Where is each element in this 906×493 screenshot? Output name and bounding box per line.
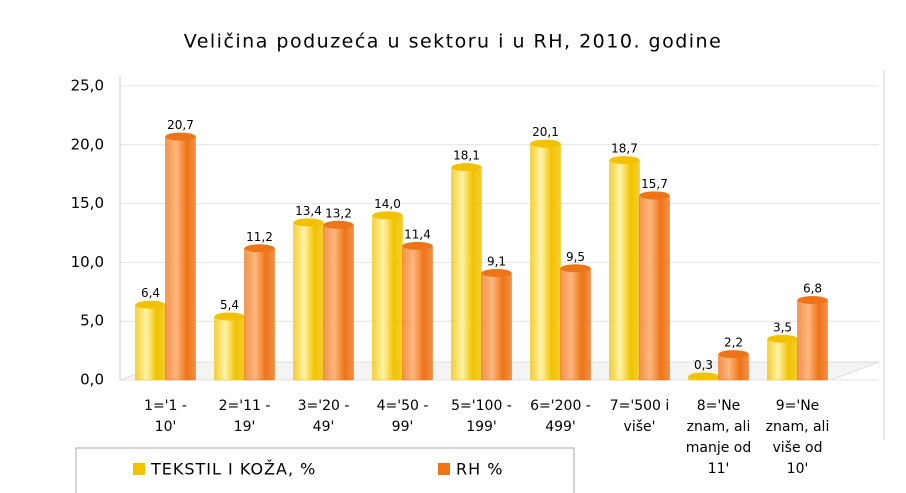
bar [165, 136, 196, 381]
bar [767, 338, 798, 381]
bar [214, 316, 245, 381]
x-tick-label: 2='11 - 19' [218, 398, 271, 435]
legend-box [75, 447, 575, 493]
value-label: 11,2 [246, 230, 273, 244]
bar-cap [688, 372, 719, 381]
bar-cap [323, 220, 354, 229]
value-label: 2,2 [724, 336, 743, 350]
bar-cap [718, 350, 749, 359]
bar [244, 248, 275, 381]
bar-cap [135, 300, 166, 309]
bar-cap [767, 334, 798, 343]
value-label: 20,1 [532, 125, 559, 139]
bar [797, 299, 828, 381]
bar-cap [481, 268, 512, 277]
legend-label: TEKSTIL I KOŽA, % [150, 460, 316, 479]
bar [530, 143, 561, 381]
x-tick-label: 7='500 i više' [609, 398, 670, 435]
bar-cap [639, 191, 670, 200]
bar [372, 215, 403, 381]
bar-cap [214, 312, 245, 321]
value-label: 18,1 [453, 149, 480, 163]
y-tick-label: 0,0 [80, 371, 104, 389]
x-tick-label: 6='200 - 499' [530, 398, 591, 435]
bar [481, 272, 512, 381]
bar [323, 224, 354, 381]
bar-cap [451, 163, 482, 172]
value-label: 6,8 [803, 282, 822, 296]
bar-cap [244, 244, 275, 253]
value-label: 6,4 [141, 286, 160, 300]
bar [402, 245, 433, 381]
bar [560, 268, 591, 381]
value-label: 14,0 [374, 197, 401, 211]
value-label: 15,7 [641, 177, 668, 191]
y-tick-label: 20,0 [71, 135, 104, 153]
value-label: 5,4 [220, 298, 239, 312]
x-tick-label: 1='1 - 10' [144, 398, 187, 435]
bar [718, 353, 749, 381]
bar-cap [402, 241, 433, 250]
x-tick-label: 9='Ne znam, ali više od 10' [765, 398, 830, 477]
y-tick-label: 10,0 [71, 253, 104, 271]
bar-cap [797, 296, 828, 305]
bar [135, 304, 166, 381]
value-label: 11,4 [404, 227, 431, 241]
legend-swatch [133, 463, 145, 475]
legend-label: RH % [456, 460, 503, 479]
y-tick-label: 15,0 [71, 194, 104, 212]
y-tick-label: 5,0 [80, 312, 104, 330]
bar-cap [165, 132, 196, 141]
x-tick-label: 5='100 - 199' [451, 398, 512, 435]
x-tick-label: 4='50 - 99' [376, 398, 429, 435]
value-label: 13,2 [325, 206, 352, 220]
x-tick-label: 3='20 - 49' [297, 398, 350, 435]
legend-swatch [438, 463, 450, 475]
chart-title: Veličina poduzeća u sektoru i u RH, 2010… [184, 31, 723, 53]
value-label: 20,7 [167, 118, 194, 132]
value-label: 9,5 [566, 250, 585, 264]
value-label: 9,1 [487, 254, 506, 268]
bar [639, 195, 670, 381]
bar-cap [609, 156, 640, 165]
y-tick-label: 25,0 [71, 77, 104, 95]
bar-cap [560, 264, 591, 273]
bar [293, 222, 324, 381]
bar-cap [530, 139, 561, 148]
value-label: 13,4 [295, 204, 322, 218]
bar-cap [293, 218, 324, 227]
bar [609, 159, 640, 381]
x-tick-label: 8='Ne znam, ali manje od 11' [685, 398, 752, 477]
bar [451, 166, 482, 381]
value-label: 0,3 [694, 358, 713, 372]
value-label: 3,5 [773, 320, 792, 334]
bar-cap [372, 211, 403, 220]
value-label: 18,7 [611, 142, 638, 156]
